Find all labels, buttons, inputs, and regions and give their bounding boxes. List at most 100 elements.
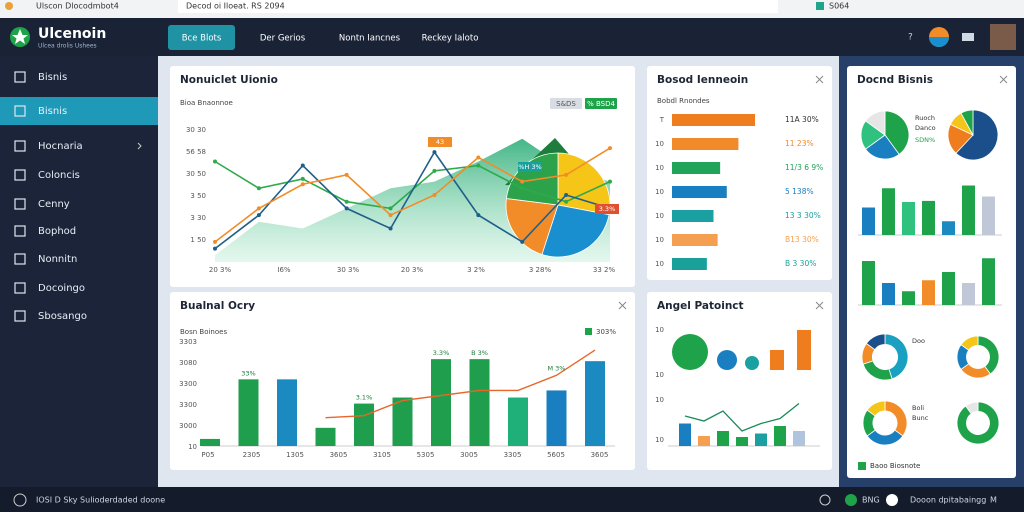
x-tick-label: 3305 xyxy=(504,451,522,459)
annotation-tag xyxy=(518,162,542,172)
panel-title: Docnd Bisnis xyxy=(857,74,933,86)
panel-subtitle: Bobdl Rnondes xyxy=(657,97,710,105)
avatar[interactable] xyxy=(990,24,1016,50)
point xyxy=(388,226,393,231)
sidebar-item[interactable]: Bophod xyxy=(38,226,76,237)
tab[interactable] xyxy=(168,25,235,50)
x-tick-label: 3105 xyxy=(373,451,391,459)
sidebar-item[interactable]: Sbosango xyxy=(38,311,87,322)
annotation-tag xyxy=(428,137,452,147)
bubble xyxy=(745,356,759,370)
bubble xyxy=(717,350,737,370)
point xyxy=(608,179,612,184)
address-bar[interactable] xyxy=(178,0,778,13)
row-label: 10 xyxy=(655,140,664,148)
y-tick-label: 56 58 xyxy=(186,148,206,156)
tab-label: Reckey Ialoto xyxy=(422,34,479,44)
row-label: 10 xyxy=(655,164,664,172)
bar xyxy=(354,403,374,446)
value-label: 11A 30% xyxy=(785,115,819,124)
logo: Ulcenoin xyxy=(38,26,106,42)
sidebar-item[interactable]: Hocnaria xyxy=(38,141,83,152)
bar xyxy=(200,438,220,446)
logo-star xyxy=(12,29,28,44)
browser-icon xyxy=(5,2,13,10)
point xyxy=(388,213,393,218)
bar xyxy=(679,423,691,446)
line xyxy=(684,402,800,432)
bar xyxy=(770,350,784,370)
value-label: 11 23% xyxy=(785,139,814,148)
sidebar-item[interactable]: Nonnitn xyxy=(38,254,77,265)
bar xyxy=(862,207,875,235)
x-tick-label: I6% xyxy=(277,266,291,274)
bar xyxy=(902,291,915,305)
x-tick-label: 5305 xyxy=(417,451,435,459)
chart-label: Ruoch xyxy=(915,114,935,122)
bar xyxy=(962,283,975,305)
point xyxy=(344,206,349,211)
point xyxy=(564,172,569,177)
bar xyxy=(672,210,714,222)
sidebar-item[interactable]: Bisnis xyxy=(38,72,67,83)
point xyxy=(476,155,481,160)
sidebar-item[interactable]: Docoingo xyxy=(38,283,85,294)
bar xyxy=(315,427,336,446)
panel-subtitle: Bosn Boinoes xyxy=(180,328,227,336)
point xyxy=(432,193,437,197)
x-tick-label: 3 28% xyxy=(529,266,552,274)
close-button[interactable] xyxy=(815,301,824,310)
footer-icon xyxy=(13,493,27,507)
panel-title: Nonuiclet Uionio xyxy=(180,74,278,86)
bar xyxy=(982,196,995,235)
sidebar-item[interactable]: Coloncis xyxy=(38,170,80,181)
chart-label: Danco xyxy=(915,124,936,132)
footer-icon xyxy=(819,494,831,506)
bar xyxy=(774,426,786,446)
point xyxy=(256,186,261,191)
annotation: 3.3% xyxy=(599,205,616,213)
y-tick-label: 3080 xyxy=(179,359,197,367)
pie-slice xyxy=(865,333,886,351)
help-icon[interactable]: ? xyxy=(908,33,913,43)
annotation-tag xyxy=(595,204,619,214)
sidebar-icon xyxy=(14,105,26,117)
menu-icon[interactable] xyxy=(962,33,974,41)
panel-subtitle: Bioa Bnaonnoe xyxy=(180,99,233,107)
status-icon-half xyxy=(929,37,949,47)
bar xyxy=(922,280,935,305)
pie-slice xyxy=(865,110,886,136)
browser-tab[interactable]: S064 xyxy=(829,2,849,11)
footer-icon xyxy=(845,494,857,506)
bar xyxy=(672,186,727,198)
sidebar-icon xyxy=(14,169,26,181)
sidebar-item[interactable]: Cenny xyxy=(38,199,70,210)
browser-tab[interactable]: Ulscon Dlocodmbot4 xyxy=(36,2,119,11)
bar xyxy=(546,390,567,446)
row-label: 10 xyxy=(655,236,664,244)
y-tick-label: 10 xyxy=(655,326,664,334)
pie-slice xyxy=(541,204,610,258)
close-button[interactable] xyxy=(618,301,627,310)
close-button[interactable] xyxy=(999,75,1008,84)
sidebar-icon xyxy=(14,253,26,265)
legend-swatch xyxy=(858,462,866,470)
chart-label: Doo xyxy=(912,337,925,345)
point xyxy=(344,172,349,177)
y-tick-label: 3300 xyxy=(179,401,197,409)
sidebar-icon xyxy=(14,225,26,237)
sidebar-item[interactable]: Bisnis xyxy=(38,106,67,117)
row-label: T xyxy=(659,116,665,124)
point xyxy=(564,193,569,197)
sidebar-active xyxy=(0,97,158,125)
bar xyxy=(672,234,718,246)
pie-slice xyxy=(505,198,559,255)
annotation: M 3% xyxy=(548,364,566,372)
legend: Baoo Biosnote xyxy=(870,462,920,470)
panel-title: Angel Patoinct xyxy=(657,300,744,312)
point xyxy=(520,186,525,191)
close-button[interactable] xyxy=(815,75,824,84)
address: Decod oi Iloeat. RS 2094 xyxy=(186,2,285,11)
bar xyxy=(672,138,739,150)
bar xyxy=(508,397,528,446)
